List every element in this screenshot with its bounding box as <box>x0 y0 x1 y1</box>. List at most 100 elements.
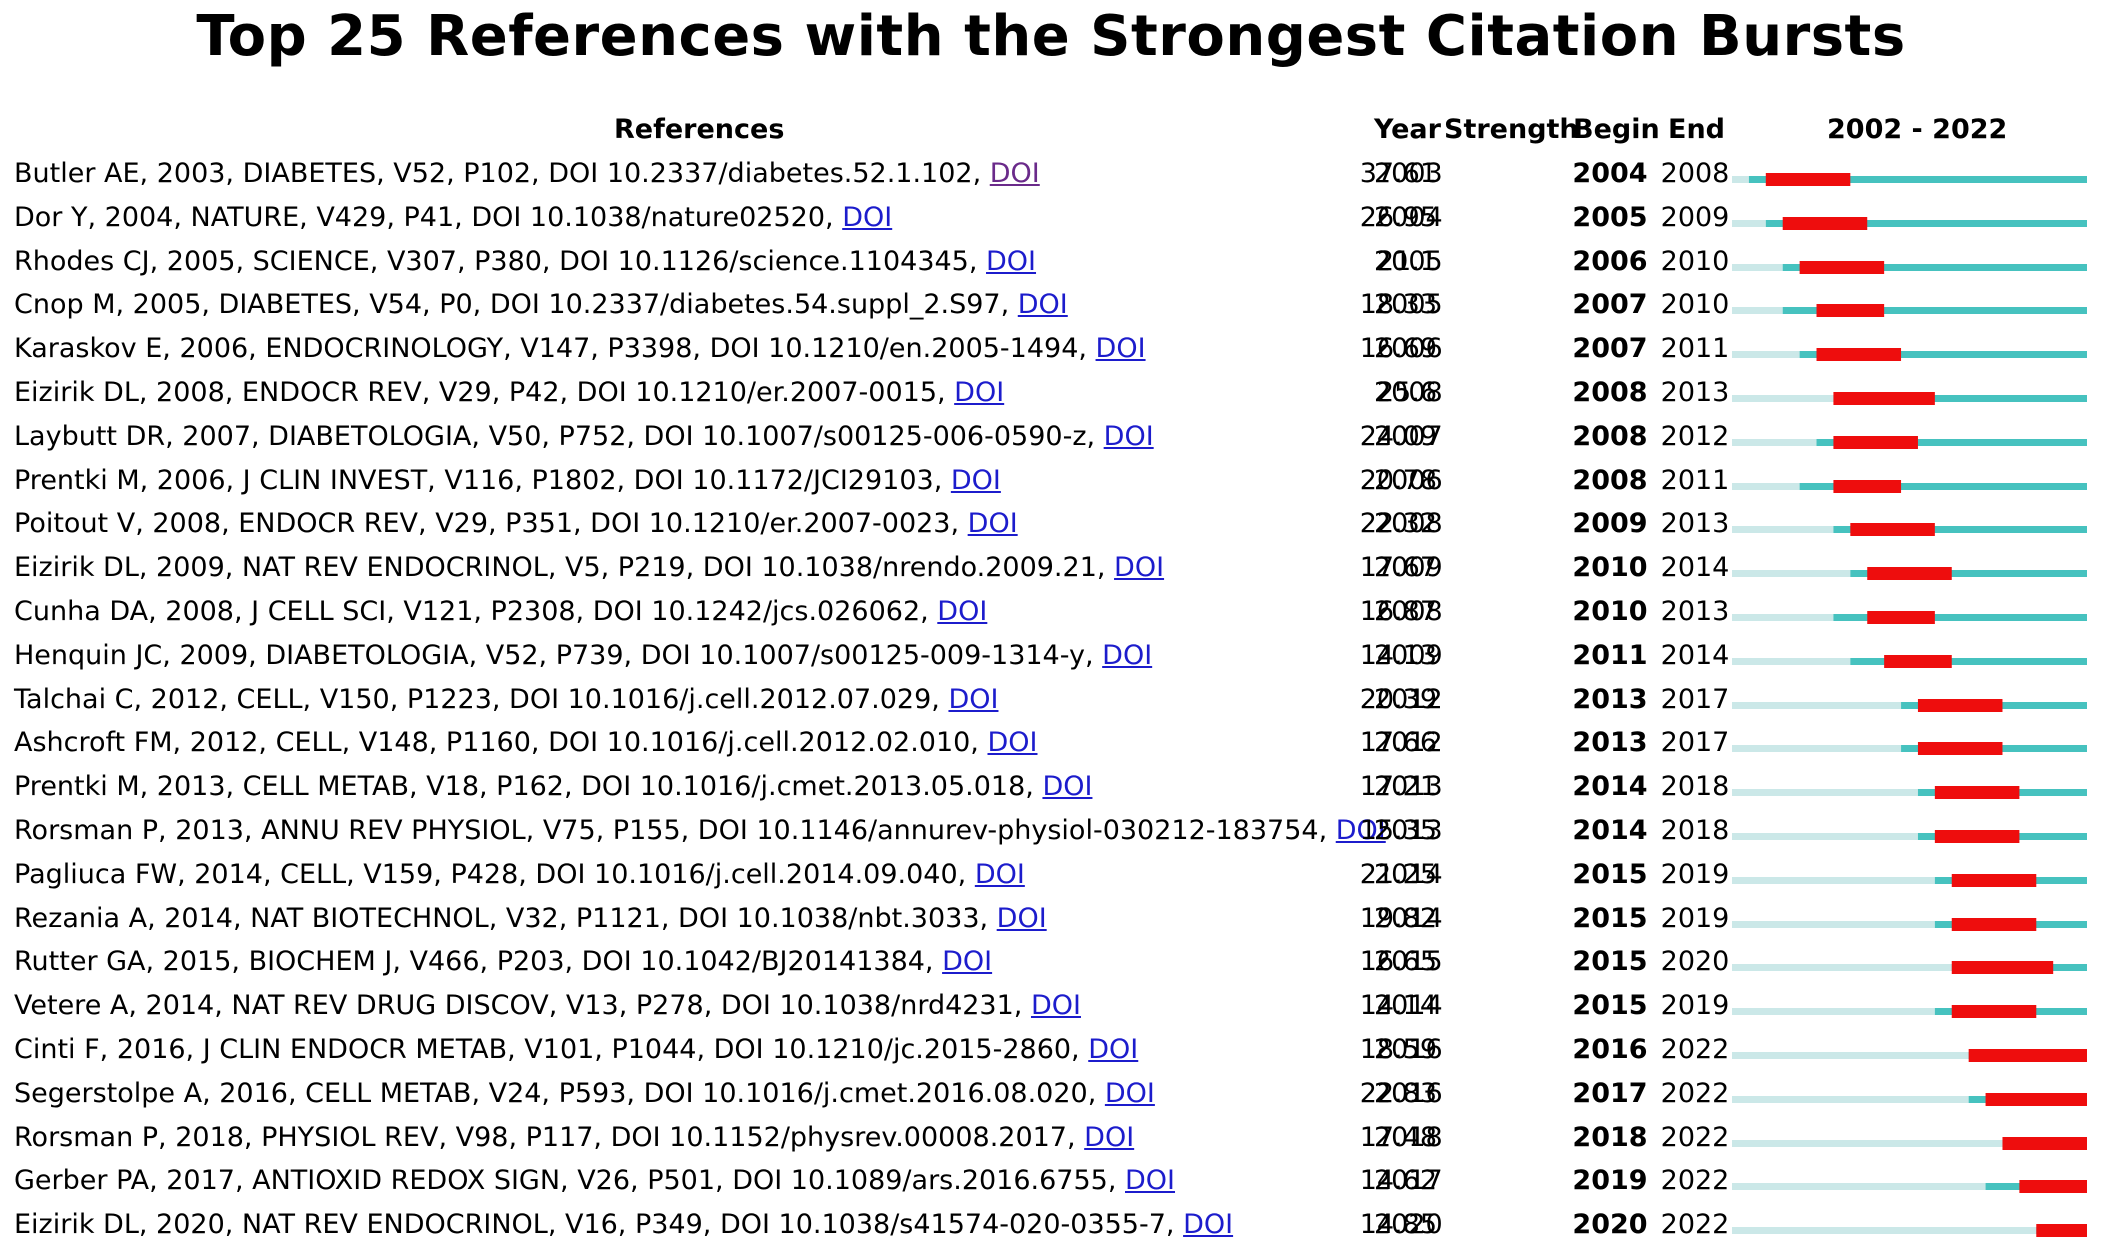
reference-text: Rhodes CJ, 2005, SCIENCE, V307, P380, DO… <box>14 245 987 277</box>
doi-link[interactable]: DOI <box>1125 1165 1176 1197</box>
burst-timeline <box>1732 1049 2087 1062</box>
year-cell: 2014 <box>1374 858 1443 890</box>
doi-link[interactable]: DOI <box>1088 1034 1139 1065</box>
doi-link[interactable]: DOI <box>1104 1077 1155 1109</box>
reference-text: Henquin JC, 2009, DIABETOLOGIA, V52, P73… <box>14 639 1103 671</box>
header-references: References <box>614 114 785 145</box>
doi-link[interactable]: DOI <box>996 902 1047 934</box>
end-cell: 2019 <box>1660 902 1730 934</box>
end-cell: 2010 <box>1660 245 1730 277</box>
post-publication-segment <box>1833 526 2087 534</box>
reference-cell: Eizirik DL, 2009, NAT REV ENDOCRINOL, V5… <box>14 546 1164 590</box>
strength-cell: 22.32 <box>1359 508 1437 540</box>
end-cell: 2010 <box>1660 289 1730 321</box>
doi-link[interactable]: DOI <box>942 946 993 978</box>
doi-link[interactable]: DOI <box>1084 1121 1135 1153</box>
doi-link[interactable]: DOI <box>974 858 1025 890</box>
strength-cell: 21.1 <box>1376 245 1437 277</box>
begin-cell: 2010 <box>1572 596 1648 627</box>
year-cell: 2015 <box>1374 946 1443 978</box>
reference-text: Ashcroft FM, 2012, CELL, V148, P1160, DO… <box>14 727 988 759</box>
begin-cell: 2005 <box>1572 201 1648 233</box>
burst-timeline <box>1732 742 2087 756</box>
burst-timeline <box>1732 654 2087 668</box>
year-cell: 2016 <box>1374 1034 1443 1065</box>
doi-link[interactable]: DOI <box>937 596 988 627</box>
doi-link[interactable]: DOI <box>1030 990 1081 1022</box>
reference-cell: Prentki M, 2013, CELL METAB, V18, P162, … <box>14 765 1092 809</box>
burst-timeline <box>1732 479 2087 493</box>
strength-cell: 16.87 <box>1359 596 1437 627</box>
table-row: Eizirik DL, 2020, NAT REV ENDOCRINOL, V1… <box>0 1203 2102 1247</box>
burst-bar <box>1934 830 2020 843</box>
doi-link[interactable]: DOI <box>986 245 1037 277</box>
end-cell: 2012 <box>1660 420 1730 452</box>
pre-publication-segment <box>1732 964 1952 972</box>
pre-publication-segment <box>1732 833 1918 840</box>
year-cell: 2009 <box>1374 552 1443 584</box>
doi-link[interactable]: DOI <box>967 508 1018 540</box>
doi-link[interactable]: DOI <box>1183 1209 1234 1241</box>
header-timeline-range: 2002 - 2022 <box>1827 114 2008 145</box>
doi-link[interactable]: DOI <box>987 727 1038 759</box>
burst-bar <box>1833 479 1902 493</box>
reference-text: Eizirik DL, 2020, NAT REV ENDOCRINOL, V1… <box>14 1209 1184 1241</box>
doi-link[interactable]: DOI <box>1042 771 1093 803</box>
reference-cell: Butler AE, 2003, DIABETES, V52, P102, DO… <box>14 152 1040 196</box>
reference-text: Eizirik DL, 2008, ENDOCR REV, V29, P42, … <box>14 377 955 408</box>
burst-bar <box>1934 786 2020 800</box>
strength-cell: 15.35 <box>1359 815 1437 846</box>
burst-timeline <box>1732 698 2087 712</box>
table-row: Gerber PA, 2017, ANTIOXID REDOX SIGN, V2… <box>0 1159 2102 1203</box>
end-cell: 2013 <box>1660 508 1730 540</box>
end-cell: 2019 <box>1660 858 1730 890</box>
year-cell: 2008 <box>1374 377 1443 408</box>
table-row: Cunha DA, 2008, J CELL SCI, V121, P2308,… <box>0 590 2102 634</box>
pre-publication-segment <box>1732 701 1902 709</box>
pre-publication-segment <box>1732 482 1800 490</box>
doi-link[interactable]: DOI <box>1095 333 1146 365</box>
pre-publication-segment <box>1732 1095 1969 1103</box>
reference-cell: Rutter GA, 2015, BIOCHEM J, V466, P203, … <box>14 940 992 984</box>
doi-link[interactable]: DOI <box>954 377 1005 408</box>
header-begin: Begin <box>1573 114 1660 145</box>
burst-timeline <box>1732 830 2087 843</box>
reference-text: Laybutt DR, 2007, DIABETOLOGIA, V50, P75… <box>14 420 1104 452</box>
end-cell: 2020 <box>1660 946 1730 978</box>
reference-text: Butler AE, 2003, DIABETES, V52, P102, DO… <box>14 158 990 189</box>
burst-timeline <box>1732 961 2087 975</box>
doi-link[interactable]: DOI <box>1114 552 1165 584</box>
begin-cell: 2008 <box>1572 420 1648 452</box>
end-cell: 2019 <box>1660 990 1730 1022</box>
doi-link[interactable]: DOI <box>1017 289 1068 321</box>
strength-cell: 37.61 <box>1359 158 1437 189</box>
doi-link[interactable]: DOI <box>989 158 1040 189</box>
burst-timeline <box>1732 348 2087 362</box>
begin-cell: 2015 <box>1572 902 1648 934</box>
year-cell: 2013 <box>1374 815 1443 846</box>
table-row: Butler AE, 2003, DIABETES, V52, P102, DO… <box>0 152 2102 196</box>
doi-link[interactable]: DOI <box>950 464 1001 496</box>
begin-cell: 2013 <box>1572 683 1648 715</box>
end-cell: 2011 <box>1660 464 1730 496</box>
doi-link[interactable]: DOI <box>842 201 893 233</box>
doi-link[interactable]: DOI <box>1103 420 1154 452</box>
burst-timeline <box>1732 216 2087 230</box>
doi-link[interactable]: DOI <box>948 683 999 715</box>
burst-bar <box>1917 742 2003 756</box>
burst-timeline <box>1732 567 2087 581</box>
pre-publication-segment <box>1732 570 1851 578</box>
doi-link[interactable]: DOI <box>1335 815 1386 846</box>
pre-publication-segment <box>1732 263 1783 271</box>
pre-publication-segment <box>1732 1139 2003 1147</box>
table-row: Eizirik DL, 2009, NAT REV ENDOCRINOL, V5… <box>0 546 2102 590</box>
reference-text: Rorsman P, 2013, ANNU REV PHYSIOL, V75, … <box>14 815 1336 846</box>
reference-cell: Cnop M, 2005, DIABETES, V54, P0, DOI 10.… <box>14 283 1068 327</box>
doi-link[interactable]: DOI <box>1102 639 1153 671</box>
burst-bar <box>1833 435 1918 449</box>
year-cell: 2008 <box>1374 508 1443 540</box>
year-cell: 2013 <box>1374 771 1443 803</box>
end-cell: 2013 <box>1660 377 1730 408</box>
strength-cell: 20.39 <box>1359 683 1437 715</box>
begin-cell: 2020 <box>1572 1209 1648 1241</box>
